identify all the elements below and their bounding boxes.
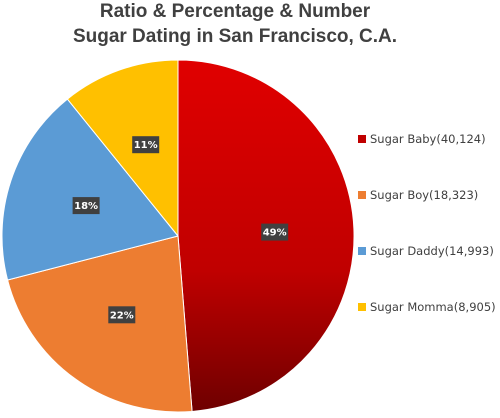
pie-slice-3: [1, 98, 179, 281]
data-label-text: 22%: [110, 310, 134, 321]
legend-swatch: [358, 303, 366, 311]
legend-swatch: [358, 135, 366, 143]
data-label-box: [261, 223, 289, 241]
chart-title-line-2: Sugar Dating in San Francisco, C.A.: [73, 26, 397, 47]
data-label-text: 49%: [263, 228, 287, 239]
legend-label: Sugar Daddy(14,993): [370, 244, 494, 258]
data-label-text: 18%: [74, 201, 98, 212]
legend-swatch: [358, 191, 366, 199]
data-label-box: [108, 306, 136, 324]
data-label-text: 11%: [134, 140, 158, 151]
legend-item-4: Sugar Momma(8,905): [358, 300, 496, 314]
pie-slice-2: [6, 235, 193, 413]
data-label-box: [72, 197, 100, 215]
data-label-1: 49%: [261, 223, 289, 241]
chart-legend: Sugar Baby(40,124) Sugar Boy(18,323) Sugar…: [358, 132, 496, 314]
legend-swatch: [358, 247, 366, 255]
pie-slices: [1, 59, 355, 413]
data-label-2: 22%: [108, 306, 136, 324]
legend-item-1: Sugar Baby(40,124): [358, 132, 486, 146]
legend-item-3: Sugar Daddy(14,993): [358, 244, 494, 258]
data-label-box: [132, 136, 160, 154]
pie-data-labels: 49% 22% 18% 11%: [72, 136, 289, 324]
data-label-4: 11%: [132, 136, 160, 154]
legend-label: Sugar Baby(40,124): [370, 132, 486, 146]
pie-slice-4: [66, 59, 179, 238]
legend-label: Sugar Momma(8,905): [370, 300, 496, 314]
legend-label: Sugar Boy(18,323): [370, 188, 478, 202]
data-label-3: 18%: [72, 197, 100, 215]
legend-item-2: Sugar Boy(18,323): [358, 188, 478, 202]
chart-title-line-1: Ratio & Percentage & Number: [100, 1, 371, 22]
